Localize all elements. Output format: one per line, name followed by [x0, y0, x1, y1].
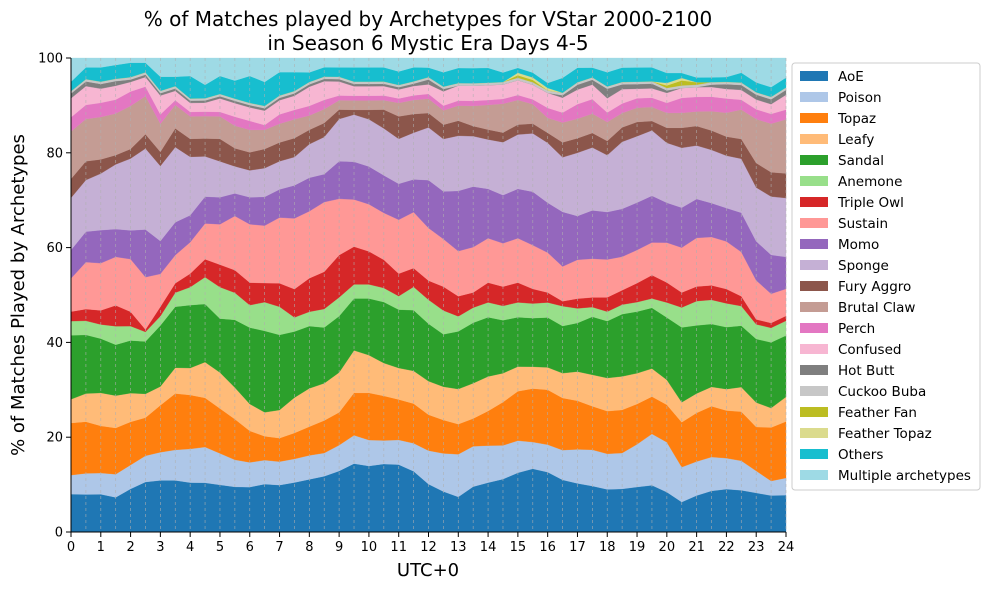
- legend-frame: [791, 62, 981, 491]
- x-tick-label: 22: [718, 540, 735, 555]
- legend-swatch: [800, 386, 828, 396]
- x-tick-label: 4: [186, 540, 194, 555]
- x-ticks: 0 1 2 3 4 5 6 7 8 9 10 11 12 13 14 15 16 17 18 19 20 21 22 23 24: [67, 532, 794, 555]
- legend-label: Sandal: [838, 153, 884, 169]
- x-axis-label: UTC+0: [397, 560, 459, 581]
- legend-swatch: [800, 155, 828, 165]
- x-tick-label: 1: [97, 540, 105, 555]
- x-tick-label: 16: [539, 540, 556, 555]
- legend-label: Momo: [838, 237, 879, 253]
- legend-swatch: [800, 134, 828, 144]
- legend-swatch: [800, 218, 828, 228]
- legend-swatch: [800, 302, 828, 312]
- legend-label: Multiple archetypes: [838, 468, 971, 484]
- legend-label: AoE: [838, 69, 864, 85]
- x-tick-label: 13: [450, 540, 467, 555]
- legend-label: Cuckoo Buba: [838, 384, 926, 400]
- x-tick-label: 9: [335, 540, 343, 555]
- axes: 0 1 2 3 4 5 6 7 8 9 10 11 12 13 14 15 16 17 18 19 20 21 22 23 24…: [38, 52, 794, 556]
- x-tick-label: 7: [275, 540, 283, 555]
- x-tick-label: 2: [126, 540, 134, 555]
- x-tick-label: 12: [420, 540, 437, 555]
- legend-swatch: [800, 113, 828, 123]
- legend-label: Triple Owl: [837, 195, 904, 211]
- legend: AoE Poison Topaz Leafy Sandal Anemone Triple O…: [791, 62, 981, 491]
- legend-swatch: [800, 365, 828, 375]
- legend-swatch: [800, 71, 828, 81]
- legend-swatch: [800, 281, 828, 291]
- x-tick-label: 15: [510, 540, 527, 555]
- y-tick-label: 0: [55, 526, 63, 541]
- y-tick-label: 100: [38, 52, 63, 67]
- legend-label: Sustain: [838, 216, 888, 232]
- legend-swatch: [800, 176, 828, 186]
- legend-label: Perch: [838, 321, 875, 337]
- y-tick-label: 60: [46, 241, 63, 256]
- vertical-gridlines: [70, 58, 787, 532]
- legend-swatch: [800, 407, 828, 417]
- y-tick-label: 40: [46, 336, 63, 351]
- legend-swatch: [800, 197, 828, 207]
- legend-items: AoE Poison Topaz Leafy Sandal Anemone Triple O…: [800, 69, 971, 484]
- legend-label: Poison: [838, 90, 882, 106]
- x-tick-label: 11: [390, 540, 407, 555]
- x-tick-label: 3: [156, 540, 164, 555]
- x-tick-label: 0: [67, 540, 75, 555]
- legend-swatch: [800, 239, 828, 249]
- y-ticks: 0 20 40 60 80 100: [38, 52, 71, 541]
- legend-label: Hot Butt: [838, 363, 894, 379]
- x-tick-label: 19: [629, 540, 646, 555]
- legend-label: Leafy: [838, 132, 874, 148]
- x-tick-label: 23: [748, 540, 765, 555]
- legend-swatch: [800, 260, 828, 270]
- legend-swatch: [800, 449, 828, 459]
- y-tick-label: 20: [46, 431, 63, 446]
- plot-area: [70, 57, 787, 533]
- y-tick-label: 80: [46, 146, 63, 161]
- legend-label: Topaz: [837, 111, 876, 127]
- x-tick-label: 14: [480, 540, 497, 555]
- legend-label: Others: [838, 447, 883, 463]
- legend-label: Confused: [838, 342, 901, 358]
- legend-label: Anemone: [838, 174, 902, 190]
- legend-swatch: [800, 470, 828, 480]
- x-tick-label: 21: [688, 540, 705, 555]
- x-tick-label: 5: [216, 540, 224, 555]
- x-tick-label: 10: [361, 540, 378, 555]
- legend-label: Sponge: [838, 258, 889, 274]
- legend-swatch: [800, 428, 828, 438]
- x-tick-label: 6: [246, 540, 254, 555]
- chart-title: % of Matches played by Archetypes for VS…: [144, 7, 713, 31]
- legend-swatch: [800, 323, 828, 333]
- x-tick-label: 24: [778, 540, 795, 555]
- y-axis-label: % of Matches Played by Archetypes: [8, 134, 29, 456]
- legend-swatch: [800, 344, 828, 354]
- x-tick-label: 18: [599, 540, 616, 555]
- chart-subtitle: in Season 6 Mystic Era Days 4-5: [267, 31, 588, 55]
- x-tick-label: 8: [305, 540, 313, 555]
- x-tick-label: 17: [569, 540, 586, 555]
- legend-label: Fury Aggro: [838, 279, 911, 295]
- legend-label: Feather Topaz: [838, 426, 932, 442]
- legend-label: Feather Fan: [838, 405, 917, 421]
- legend-swatch: [800, 92, 828, 102]
- x-tick-label: 20: [659, 540, 676, 555]
- legend-label: Brutal Claw: [838, 300, 915, 316]
